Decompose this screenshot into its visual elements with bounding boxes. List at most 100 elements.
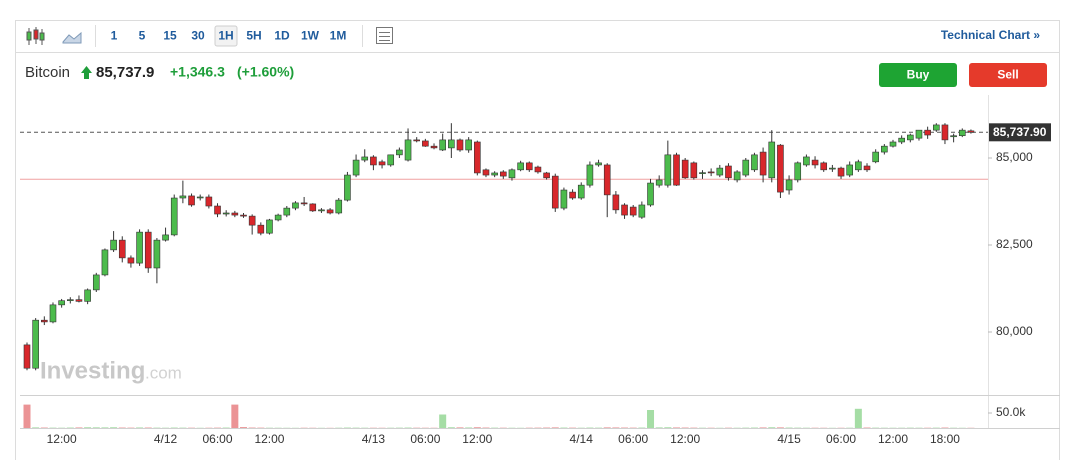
- candle-body: [837, 167, 845, 177]
- candle-body: [75, 299, 83, 302]
- x-tick-label: 06:00: [618, 432, 648, 446]
- candle-body: [846, 164, 854, 176]
- buy-button[interactable]: [879, 63, 957, 87]
- candle-body: [465, 139, 472, 151]
- candle-body: [32, 319, 39, 369]
- area-icon[interactable]: [62, 31, 82, 44]
- sell-button[interactable]: [969, 63, 1047, 87]
- candle-body: [205, 196, 213, 207]
- candle-body: [326, 209, 334, 214]
- candle-body: [170, 197, 178, 236]
- interval-button[interactable]: 5: [139, 29, 146, 43]
- volume-bar: [456, 427, 464, 428]
- volume-bar: [84, 427, 92, 428]
- candle-body: [196, 196, 204, 199]
- candle-body: [318, 209, 325, 212]
- candle-body: [387, 154, 395, 166]
- candle-body: [647, 182, 654, 206]
- candle-body: [915, 129, 923, 139]
- candle-body: [820, 162, 828, 171]
- candle-body: [759, 151, 767, 176]
- candle-body: [422, 140, 429, 147]
- candle-body: [283, 207, 291, 216]
- volume-bar: [664, 427, 672, 428]
- volume-bar: [101, 427, 109, 428]
- candle-body: [551, 175, 559, 209]
- candle-body: [803, 156, 810, 166]
- candle-body: [733, 171, 741, 181]
- candle-body: [794, 162, 802, 181]
- volume-bar: [603, 427, 611, 428]
- candle-body: [603, 164, 611, 196]
- interval-button[interactable]: 1: [111, 29, 118, 43]
- candle-body: [222, 212, 230, 215]
- volume-bar: [32, 427, 40, 428]
- interval-button[interactable]: 1W: [301, 29, 320, 43]
- candle-body: [898, 137, 905, 143]
- candle-body: [621, 204, 628, 216]
- x-tick-label: 12:00: [670, 432, 700, 446]
- candle-body: [118, 239, 126, 259]
- candle-body: [560, 189, 568, 209]
- x-tick-label: 12:00: [254, 432, 284, 446]
- interval-button[interactable]: 30: [191, 29, 205, 43]
- volume-bar: [240, 427, 247, 428]
- candle-body: [248, 215, 256, 226]
- candle-body: [612, 194, 620, 211]
- candle-body: [266, 219, 273, 234]
- interval-button[interactable]: 5H: [246, 29, 261, 43]
- candle-body: [144, 231, 152, 269]
- x-tick-label: 4/13: [362, 432, 386, 446]
- candle-body: [335, 199, 343, 214]
- x-tick-label: 12:00: [47, 432, 77, 446]
- candle-body: [474, 141, 481, 174]
- candle-body: [508, 169, 516, 179]
- sell-label[interactable]: Sell: [997, 68, 1018, 82]
- table-icon[interactable]: [376, 27, 393, 44]
- candle-body: [58, 300, 65, 306]
- interval-button[interactable]: 1M: [330, 29, 347, 43]
- candle-body: [629, 206, 637, 216]
- volume-bar: [612, 427, 620, 428]
- buy-label[interactable]: Buy: [907, 68, 930, 82]
- volume-bar: [75, 427, 83, 428]
- x-tick-label: 06:00: [203, 432, 233, 446]
- candle-body: [482, 169, 490, 176]
- volume-bar: [655, 427, 663, 428]
- candle-body: [716, 167, 724, 176]
- candle-body: [707, 171, 715, 174]
- candle-body: [517, 162, 524, 171]
- candle-body: [274, 214, 282, 221]
- watermark-suffix: .com: [145, 363, 182, 382]
- volume-bar: [759, 427, 767, 428]
- price-change: +1,346.3: [170, 64, 225, 80]
- active-interval-box: [214, 25, 238, 47]
- candle-body: [958, 129, 966, 137]
- x-tick-label: 4/15: [777, 432, 801, 446]
- technical-chart-link[interactable]: Technical Chart »: [941, 28, 1040, 42]
- volume-bar: [473, 427, 481, 428]
- candle-body: [499, 171, 507, 177]
- candle-body: [889, 141, 897, 147]
- candle-body: [690, 162, 698, 179]
- volume-bar: [465, 427, 473, 428]
- interval-button[interactable]: 1H: [218, 29, 233, 43]
- candle-body: [153, 239, 161, 269]
- candle-body: [681, 159, 689, 179]
- watermark-brand: Investing: [40, 357, 145, 384]
- candle-body: [257, 224, 265, 234]
- candle-body: [924, 129, 931, 136]
- interval-button[interactable]: 1D: [274, 29, 290, 43]
- candle-body: [370, 156, 377, 166]
- last-price-tag: [989, 123, 1051, 142]
- candle-body: [525, 162, 533, 171]
- up-arrow: [81, 66, 92, 79]
- interval-button[interactable]: 15: [163, 29, 177, 43]
- candle-body: [881, 145, 888, 153]
- candle-body: [872, 151, 879, 163]
- candle-body: [932, 124, 940, 131]
- volume-bar: [854, 408, 862, 428]
- candle-icon[interactable]: [26, 27, 45, 45]
